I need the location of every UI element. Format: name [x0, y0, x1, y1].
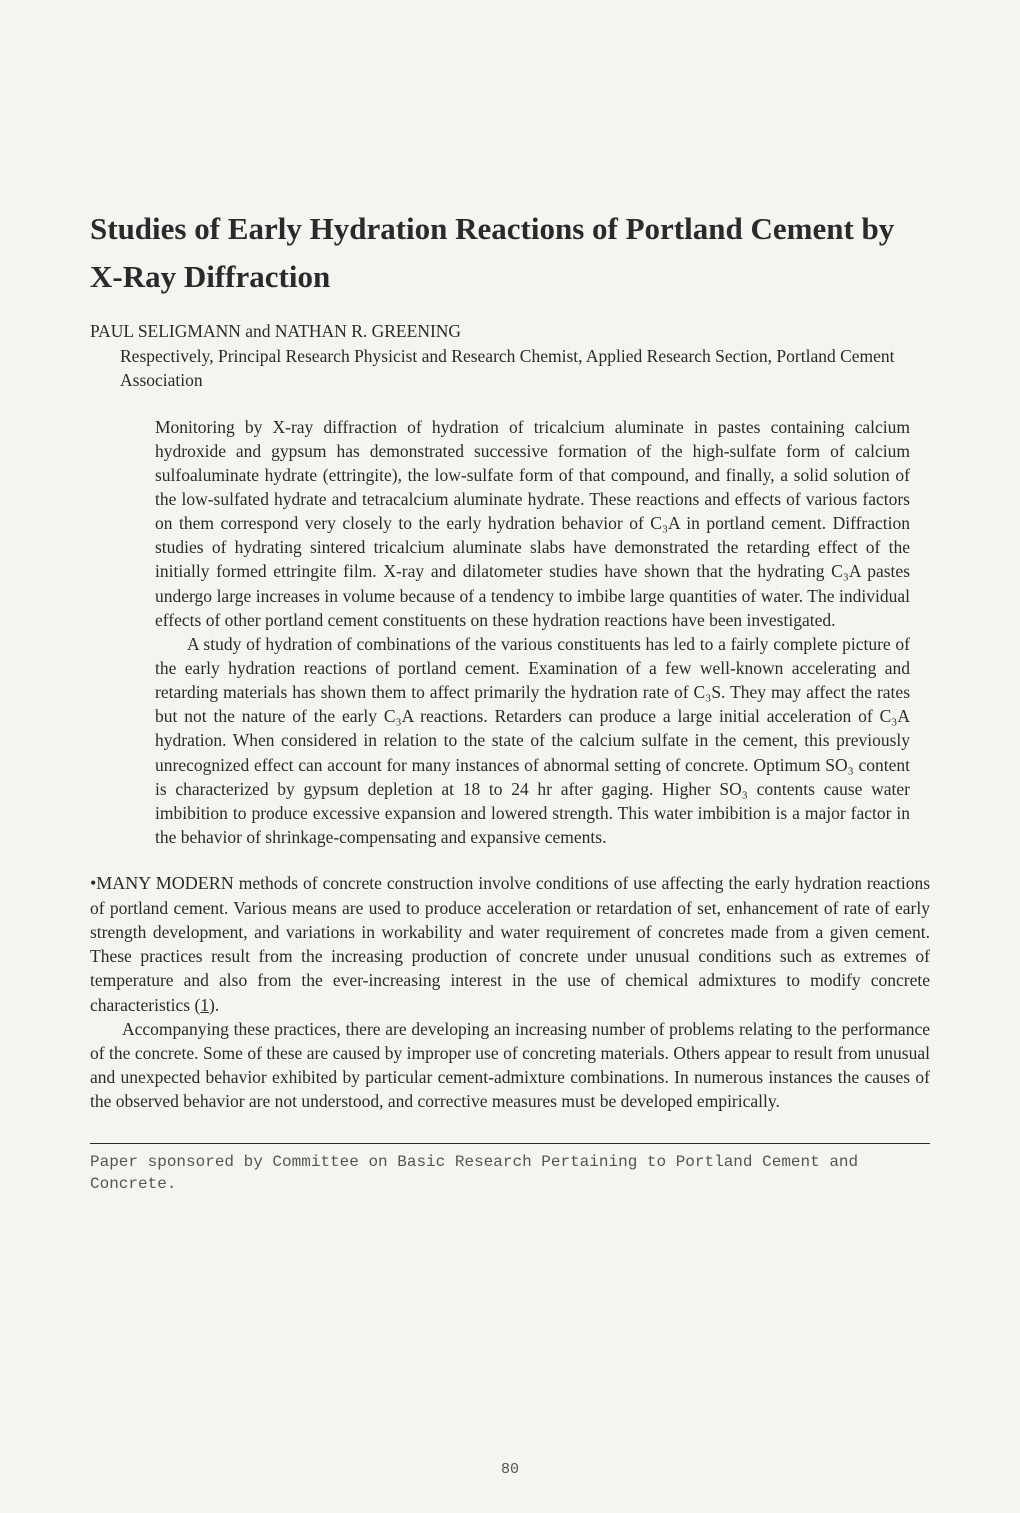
footnote-divider — [90, 1143, 930, 1144]
body-paragraph-1: •MANY MODERN methods of concrete constru… — [90, 871, 930, 1017]
page-number: 80 — [0, 1461, 1020, 1478]
body-paragraph-2: Accompanying these practices, there are … — [90, 1017, 930, 1114]
lead-bullet: •MANY MODERN — [90, 873, 234, 893]
body-p1-text: methods of concrete construction involve… — [90, 873, 930, 1014]
paper-title: Studies of Early Hydration Reactions of … — [90, 205, 930, 301]
body-p1-end: ). — [209, 995, 219, 1015]
reference-1: 1 — [200, 995, 209, 1015]
paper-affiliation: Respectively, Principal Research Physici… — [90, 344, 930, 393]
abstract-paragraph-2: A study of hydration of combinations of … — [155, 632, 910, 849]
paper-abstract: Monitoring by X-ray diffraction of hydra… — [155, 415, 910, 850]
paper-body: •MANY MODERN methods of concrete constru… — [90, 871, 930, 1113]
paper-footnote: Paper sponsored by Committee on Basic Re… — [90, 1152, 930, 1195]
paper-authors: PAUL SELIGMANN and NATHAN R. GREENING — [90, 319, 930, 344]
abstract-paragraph-1: Monitoring by X-ray diffraction of hydra… — [155, 415, 910, 632]
